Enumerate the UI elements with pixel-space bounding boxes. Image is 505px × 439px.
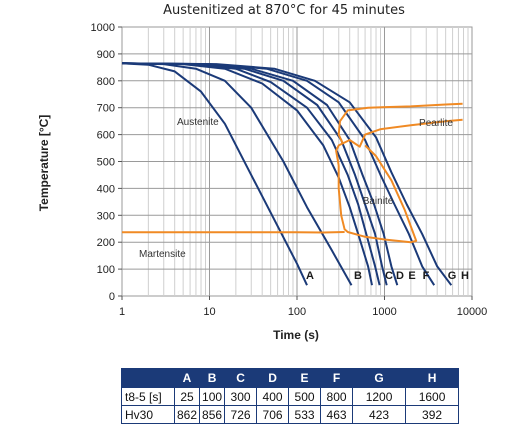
x-tick-label: 1 — [119, 306, 125, 318]
y-tick-label: 400 — [97, 183, 115, 195]
table-header-h: H — [405, 368, 460, 388]
bainite-finish — [337, 144, 418, 244]
table-header-d: D — [256, 368, 290, 388]
x-tick-label: 100 — [288, 306, 306, 318]
curve-label-f: F — [423, 270, 430, 282]
table-cell: 1600 — [405, 387, 460, 406]
martensite-start — [122, 231, 345, 234]
curve-label-c: C — [385, 270, 393, 282]
table-cell: 392 — [405, 405, 460, 424]
table-body: t8-5 [s] 25 100 300 400 500 800 1200 1600 Hv30 862… — [121, 387, 460, 424]
cct-chart: Austenitized at 870°C for 45 minutes 010… — [37, 3, 488, 342]
x-axis-label: Time (s) — [273, 328, 319, 342]
table-cell: 706 — [256, 405, 290, 424]
table-header-b: B — [199, 368, 226, 388]
curve-label-e: E — [408, 270, 415, 282]
curve-label-a: A — [306, 270, 314, 282]
y-tick-label: 100 — [97, 264, 115, 276]
x-tick-label: 10 — [203, 306, 215, 318]
table-header-e: E — [288, 368, 322, 388]
cooling-curve-h — [121, 62, 453, 286]
table-row: t8-5 [s] 25 100 300 400 500 800 1200 1600 — [121, 387, 460, 406]
y-tick-label: 500 — [97, 157, 115, 169]
table-cell: 533 — [288, 405, 322, 424]
table-cell: 423 — [352, 405, 407, 424]
y-tick-label: 300 — [97, 210, 115, 222]
region-label-pearlite: Pearlite — [419, 118, 453, 129]
y-tick-label: 800 — [97, 76, 115, 88]
table-cell: 463 — [320, 405, 354, 424]
curve-label-d: D — [396, 270, 404, 282]
y-tick-label: 1000 — [91, 22, 115, 34]
curve-label-h: H — [461, 270, 469, 282]
y-tick-label: 600 — [97, 130, 115, 142]
table-header-g: G — [352, 368, 407, 388]
grid — [121, 26, 473, 297]
table-cell: 726 — [224, 405, 258, 424]
chart-title: Austenitized at 870°C for 45 minutes — [163, 3, 405, 18]
y-axis-label: Temperature [°C] — [37, 115, 51, 212]
table-cell: 800 — [320, 387, 354, 406]
region-label-bainite: Bainite — [363, 196, 394, 207]
table-header-f: F — [320, 368, 354, 388]
region-label-martensite: Martensite — [139, 249, 186, 260]
y-tick-label: 200 — [97, 237, 115, 249]
curve-label-g: G — [448, 270, 457, 282]
table-cell: 400 — [256, 387, 290, 406]
table-cell: 300 — [224, 387, 258, 406]
table-cell: 862 — [173, 405, 201, 424]
cooling-curve-a — [121, 62, 308, 286]
table-cell: 1200 — [352, 387, 407, 406]
region-label-austenite: Austenite — [177, 117, 219, 128]
y-tick-label: 700 — [97, 103, 115, 115]
phase-lines — [122, 102, 463, 244]
y-tick-label: 900 — [97, 49, 115, 61]
table-cell: 856 — [199, 405, 226, 424]
table-header-c: C — [224, 368, 258, 388]
table-cell: 500 — [288, 387, 322, 406]
pearlite-region — [337, 102, 463, 144]
table-row-label: Hv30 — [121, 405, 175, 424]
table-cell: 100 — [199, 387, 226, 406]
axes: 0 100 200 300 400 500 600 700 800 900 1000 1 10 100 10… — [91, 22, 488, 318]
x-tick-label: 10000 — [457, 306, 488, 318]
y-tick-label: 0 — [109, 291, 115, 303]
table-cell: 25 — [173, 387, 201, 406]
annotations: Austenite Pearlite Bainite Martensite A B C D E F… — [139, 117, 469, 282]
table-row: Hv30 862 856 726 706 533 463 423 392 — [121, 405, 460, 424]
curve-label-b: B — [354, 270, 362, 282]
table-row-label: t8-5 [s] — [121, 387, 175, 406]
series-group — [121, 62, 453, 286]
x-tick-label: 1000 — [372, 306, 396, 318]
cooling-curve-b — [121, 62, 353, 286]
table-header-a: A — [173, 368, 201, 388]
table-corner — [121, 368, 175, 388]
bainite-region — [335, 118, 463, 166]
